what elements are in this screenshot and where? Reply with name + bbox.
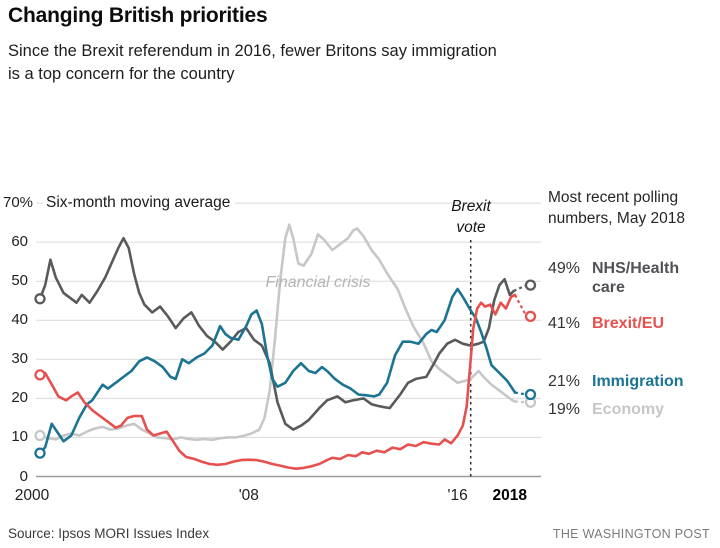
y-tick-label-30: 30 (11, 350, 28, 368)
y-tick-label-70: 70% (3, 194, 34, 212)
y-tick-label-50: 50 (11, 272, 28, 290)
chart-subtitle-line-1: Since the Brexit referendum in 2016, few… (8, 42, 497, 60)
legend-entry-economy: 19% Economy (548, 400, 664, 419)
x-tick-label-08: '08 (238, 487, 259, 504)
legend: Most recent polling numbers, May 2018 49… (548, 0, 718, 460)
legend-pct-nhs: 49% (548, 260, 581, 277)
chart-subtitle: Since the Brexit referendum in 2016, few… (8, 40, 497, 86)
legend-entry-brexit: 41% Brexit/EU (548, 314, 664, 333)
legend-series-name-brexit: Brexit/EU (592, 315, 665, 332)
series-line-immigration (38, 287, 517, 455)
series-line-economy (38, 223, 517, 442)
legend-series-name-economy: Economy (592, 401, 665, 418)
legend-pct-brexit: 41% (548, 315, 581, 332)
source-note: Source: Ipsos MORI Issues Index (8, 526, 210, 541)
publisher-credit: THE WASHINGTON POST (552, 527, 710, 541)
latest-connector-economy (514, 400, 527, 404)
y-tick-label-20: 20 (11, 389, 28, 407)
legend-pct-immigration: 21% (548, 373, 581, 390)
legend-entry-immigration: 21% Immigration (548, 372, 684, 391)
start-marker-brexit (34, 369, 46, 381)
brexit-vote-annotation: Brexit vote (451, 198, 491, 236)
legend-series-name-immigration: Immigration (592, 373, 684, 390)
x-tick-label-16: '16 (447, 487, 468, 504)
x-tick-label-2018: 2018 (492, 487, 528, 504)
end-marker-nhs (524, 279, 537, 291)
latest-connector-nhs (513, 284, 527, 292)
financial-crisis-annotation: Financial crisis (265, 274, 371, 291)
chart-subtitle-line-2: is a top concern for the country (8, 65, 235, 83)
latest-connector-brexit (514, 294, 528, 317)
series-line-nhs (38, 236, 516, 431)
legend-entry-nhs: 49% NHS/Health care (548, 259, 696, 297)
y-tick-label-60: 60 (11, 233, 28, 251)
start-marker-nhs (34, 293, 46, 305)
moving-average-note: Six-month moving average (44, 194, 236, 212)
end-marker-immigration (524, 388, 537, 401)
chart-title: Changing British priorities (8, 4, 268, 27)
y-tick-label-10: 10 (11, 428, 28, 446)
legend-title: Most recent polling numbers, May 2018 (548, 189, 685, 227)
y-tick-label-0: 0 (19, 467, 28, 485)
start-marker-immigration (34, 447, 46, 459)
y-tick-label-40: 40 (11, 311, 28, 329)
end-marker-brexit (524, 310, 537, 323)
x-tick-label-2000: 2000 (14, 487, 50, 504)
series-line-brexit (38, 293, 517, 471)
latest-connector-immigration (514, 391, 527, 396)
start-marker-economy (34, 429, 46, 442)
legend-series-name-nhs: NHS/Health care (592, 260, 680, 296)
legend-pct-economy: 19% (548, 401, 581, 418)
